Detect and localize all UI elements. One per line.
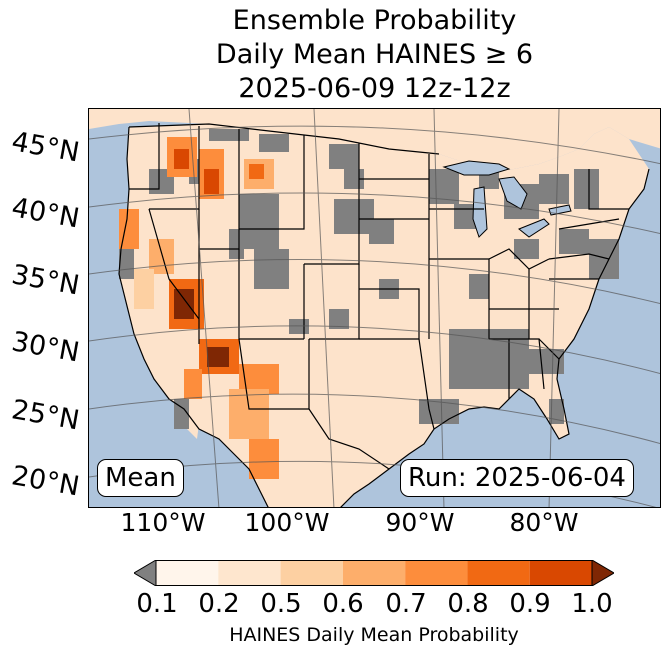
figure-title: Ensemble Probability Daily Mean HAINES ≥…: [88, 4, 661, 106]
gray-patches: [119, 129, 619, 429]
colorbar-segment-6: [529, 560, 592, 586]
great-lakes: [442, 160, 572, 238]
lat-label-25n: 25°N: [9, 394, 82, 437]
gulf-coastline: [340, 168, 650, 507]
state-boundaries: [128, 123, 629, 470]
colorbar-segment-2: [280, 560, 343, 586]
lat-label-40n: 40°N: [9, 192, 82, 235]
lon-label-100w: 100°W: [244, 508, 330, 537]
colorbar-under-arrow: [133, 559, 157, 587]
colorbar-segment-3: [342, 560, 406, 586]
cbar-tick-1: 0.2: [198, 589, 240, 619]
colorbar: [133, 559, 615, 587]
canada-land: [89, 109, 660, 171]
lat-label-20n: 20°N: [9, 460, 82, 503]
lon-label-80w: 80°W: [509, 508, 579, 537]
cbar-tick-6: 0.9: [509, 589, 551, 619]
lat-label-35n: 35°N: [9, 259, 82, 302]
lon-label-110w: 110°W: [120, 508, 206, 537]
map-svg: [89, 109, 660, 507]
title-line-1: Ensemble Probability: [232, 5, 517, 36]
colorbar-segment-5: [467, 560, 530, 586]
colorbar-segment-1: [218, 560, 281, 586]
colorbar-segment-0: [156, 560, 219, 586]
colorbar-title: HAINES Daily Mean Probability: [229, 624, 519, 646]
probability-patches: [119, 137, 279, 479]
cbar-tick-2: 0.5: [260, 589, 302, 619]
run-date-box: Run: 2025-06-04: [400, 459, 634, 497]
graticule: [89, 109, 660, 507]
cbar-tick-5: 0.8: [447, 589, 489, 619]
coastline: [118, 126, 269, 507]
colorbar-frame: [155, 560, 593, 586]
cbar-tick-0: 0.1: [136, 589, 178, 619]
cbar-tick-7: 1.0: [571, 589, 613, 619]
colorbar-svg: [133, 559, 615, 587]
colorbar-segment-4: [405, 560, 468, 586]
title-line-2: Daily Mean HAINES ≥ 6: [215, 39, 534, 70]
title-line-3: 2025-06-09 12z-12z: [238, 73, 511, 104]
colorbar-over-arrow: [591, 559, 615, 587]
cbar-tick-4: 0.7: [385, 589, 427, 619]
mean-box: Mean: [97, 459, 184, 497]
cbar-tick-3: 0.6: [322, 589, 364, 619]
lat-label-45n: 45°N: [9, 126, 82, 169]
lon-label-90w: 90°W: [385, 508, 455, 537]
lat-label-30n: 30°N: [9, 326, 82, 369]
map-panel: [88, 108, 661, 508]
